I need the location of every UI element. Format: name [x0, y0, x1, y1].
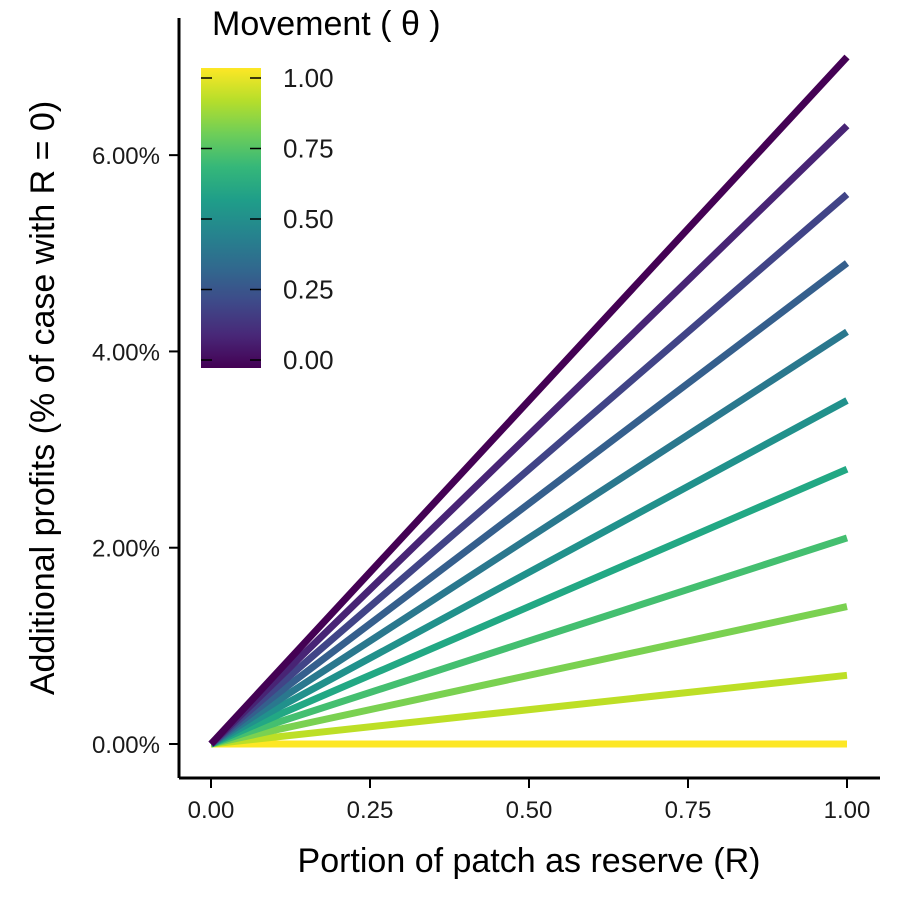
- legend-title: Movement ( θ ): [212, 5, 441, 43]
- colorbar-legend: Movement ( θ ) 0.00 0.25 0.50 0.75 1.00: [201, 5, 441, 375]
- colorbar-tick-label: 0.00: [283, 345, 334, 375]
- series-line: [209, 465, 849, 748]
- colorbar: [201, 68, 261, 368]
- series-lines: [208, 54, 850, 748]
- series-line: [209, 328, 849, 747]
- series-line: [209, 534, 849, 748]
- colorbar-tick-label: 1.00: [283, 63, 334, 93]
- colorbar-ticks: 0.00 0.25 0.50 0.75 1.00: [201, 63, 334, 375]
- series-line: [208, 191, 850, 747]
- series-line: [208, 260, 850, 747]
- x-tick-label: 0.00: [188, 797, 235, 824]
- y-axis-ticks: 0.00% 2.00% 4.00% 6.00%: [92, 143, 179, 759]
- y-axis-title: Additional profits (% of case with R = 0…: [24, 101, 62, 695]
- x-axis-ticks: 0.00 0.25 0.50 0.75 1.00: [188, 778, 871, 824]
- x-tick-label: 0.50: [506, 797, 553, 824]
- series-line: [208, 123, 850, 747]
- x-tick-label: 0.75: [665, 797, 712, 824]
- series-line: [208, 54, 850, 747]
- x-tick-label: 0.25: [347, 797, 394, 824]
- colorbar-tick-label: 0.75: [283, 134, 334, 164]
- y-tick-label: 6.00%: [92, 143, 160, 170]
- colorbar-tick-label: 0.50: [283, 204, 334, 234]
- series-line: [210, 671, 848, 748]
- x-tick-label: 1.00: [824, 797, 871, 824]
- y-tick-label: 0.00%: [92, 732, 160, 759]
- series-line: [210, 603, 848, 748]
- y-tick-label: 2.00%: [92, 536, 160, 563]
- colorbar-tick-label: 0.25: [283, 275, 334, 305]
- y-tick-label: 4.00%: [92, 339, 160, 366]
- x-axis-title: Portion of patch as reserve (R): [298, 842, 761, 880]
- series-line: [209, 397, 849, 748]
